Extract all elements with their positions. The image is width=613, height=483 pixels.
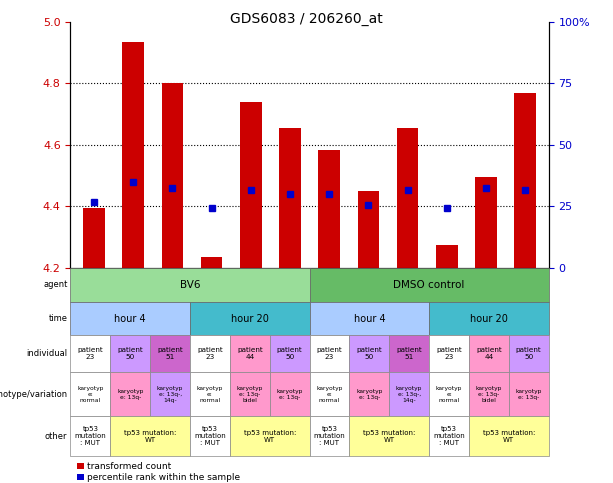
Text: karyotyp
e:
normal: karyotyp e: normal (77, 386, 104, 402)
Text: tp53
mutation
: MUT: tp53 mutation : MUT (75, 426, 106, 446)
Bar (514, 93, 536, 268)
Text: ▶: ▶ (72, 432, 78, 441)
Text: genotype/variation: genotype/variation (0, 390, 67, 398)
Text: karyotyp
e: 13q-,
14q-: karyotyp e: 13q-, 14q- (396, 386, 422, 402)
Text: patient
23: patient 23 (197, 347, 223, 360)
Text: GDS6083 / 206260_at: GDS6083 / 206260_at (230, 12, 383, 26)
Bar (240, 102, 262, 268)
Text: tp53
mutation
: MUT: tp53 mutation : MUT (194, 426, 226, 446)
Bar (201, 257, 223, 268)
Text: tp53 mutation:
WT: tp53 mutation: WT (124, 430, 177, 443)
Text: karyotyp
e: 13q-: karyotyp e: 13q- (117, 389, 143, 399)
Text: BV6: BV6 (180, 280, 200, 290)
Text: tp53 mutation:
WT: tp53 mutation: WT (482, 430, 535, 443)
Bar (162, 84, 183, 268)
Text: ▶: ▶ (72, 281, 78, 289)
Text: patient
23: patient 23 (436, 347, 462, 360)
Text: tp53
mutation
: MUT: tp53 mutation : MUT (314, 426, 345, 446)
Text: agent: agent (43, 281, 67, 289)
Bar (83, 208, 105, 268)
Text: hour 4: hour 4 (354, 313, 385, 324)
Text: time: time (48, 314, 67, 323)
Text: karyotyp
e: 13q-
bidel: karyotyp e: 13q- bidel (237, 386, 263, 402)
Text: tp53
mutation
: MUT: tp53 mutation : MUT (433, 426, 465, 446)
Text: transformed count: transformed count (87, 462, 171, 470)
Text: patient
23: patient 23 (77, 347, 104, 360)
Text: other: other (45, 432, 67, 441)
Text: patient
51: patient 51 (157, 347, 183, 360)
Text: hour 20: hour 20 (231, 313, 268, 324)
Text: patient
23: patient 23 (316, 347, 343, 360)
Text: karyotyp
e: 13q-,
14q-: karyotyp e: 13q-, 14q- (157, 386, 183, 402)
Bar (318, 150, 340, 268)
Text: karyotyp
e:
normal: karyotyp e: normal (436, 386, 462, 402)
Text: percentile rank within the sample: percentile rank within the sample (87, 473, 240, 482)
Text: patient
50: patient 50 (117, 347, 143, 360)
Text: patient
44: patient 44 (476, 347, 502, 360)
Bar (397, 128, 418, 268)
Text: ▶: ▶ (72, 390, 78, 398)
Text: ▶: ▶ (72, 349, 78, 358)
Text: karyotyp
e: 13q-
bidel: karyotyp e: 13q- bidel (476, 386, 502, 402)
Text: patient
51: patient 51 (396, 347, 422, 360)
Text: patient
50: patient 50 (516, 347, 542, 360)
Text: patient
50: patient 50 (276, 347, 303, 360)
Text: hour 4: hour 4 (115, 313, 146, 324)
Text: tp53 mutation:
WT: tp53 mutation: WT (363, 430, 416, 443)
Text: DMSO control: DMSO control (394, 280, 465, 290)
Text: hour 20: hour 20 (470, 313, 508, 324)
Text: tp53 mutation:
WT: tp53 mutation: WT (243, 430, 296, 443)
Text: karyotyp
e: 13q-: karyotyp e: 13q- (356, 389, 383, 399)
Bar (279, 128, 301, 268)
Bar (436, 245, 457, 268)
Text: ▶: ▶ (72, 314, 78, 323)
Bar (475, 177, 497, 268)
Text: patient
44: patient 44 (237, 347, 263, 360)
Text: karyotyp
e:
normal: karyotyp e: normal (197, 386, 223, 402)
Text: karyotyp
e: 13q-: karyotyp e: 13q- (276, 389, 303, 399)
Text: karyotyp
e: 13q-: karyotyp e: 13q- (516, 389, 542, 399)
Text: karyotyp
e:
normal: karyotyp e: normal (316, 386, 343, 402)
Bar (357, 191, 379, 268)
Text: patient
50: patient 50 (356, 347, 383, 360)
Text: individual: individual (26, 349, 67, 358)
Bar (123, 42, 144, 268)
